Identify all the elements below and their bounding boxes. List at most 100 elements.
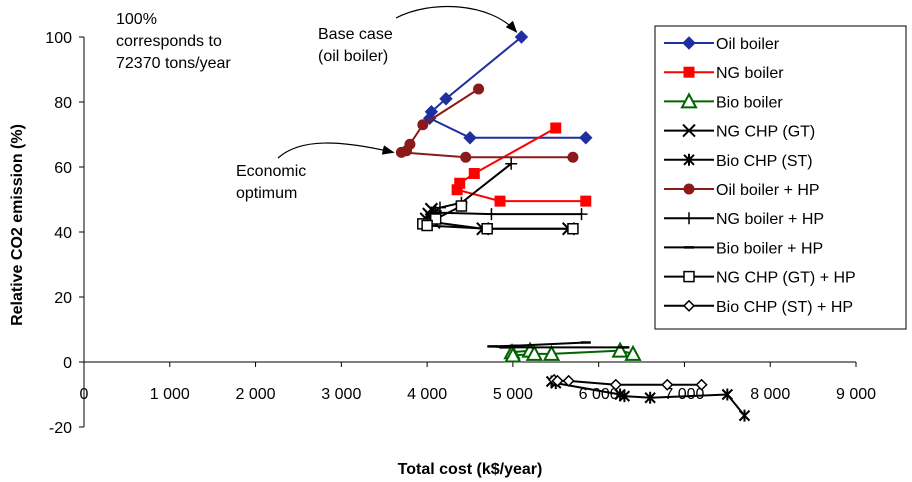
x-tick-label: 9 000 [836,386,876,403]
data-point [695,378,708,391]
y-tick-label: 40 [54,225,72,242]
data-point [455,200,468,212]
data-point [421,219,433,232]
legend-swatch-marker [683,270,695,283]
data-point [721,388,734,401]
legend-item: Oil boiler + HP [664,182,820,199]
legend-box [654,25,907,330]
data-point [661,378,674,391]
data-point [473,83,485,95]
annotation-text: corresponds to [116,33,222,50]
x-tick-label: 3 000 [321,386,361,403]
legend-item: NG boiler + HP [664,211,824,228]
annotation-text: 100% [116,11,157,28]
x-tick-label: 6 000 [579,386,619,403]
x-tick-label: 1 000 [150,386,190,403]
series-2 [503,341,642,363]
data-point [429,213,442,225]
legend-label: Bio CHP (ST) + HP [716,299,853,316]
annotation-arrow [395,5,518,33]
data-point [644,391,656,404]
annotation-arrow [277,142,395,159]
y-tick-label: -20 [49,420,72,437]
legend-label: Bio CHP (ST) [716,153,813,170]
y-axis-title: Relative CO2 emission (%) [9,124,26,326]
data-point [505,157,518,170]
series-7 [487,341,630,349]
legend-item: NG CHP (GT) [664,124,815,141]
data-point [451,184,463,196]
data-point [504,346,522,363]
series-9 [548,373,708,391]
legend-item: Bio CHP (ST) + HP [664,299,853,316]
plot-area [395,30,751,422]
series-8 [417,200,579,235]
data-point [481,223,493,235]
data-point [514,30,529,44]
legend-item: Bio boiler + HP [664,240,823,257]
x-tick-label: 2 000 [236,386,276,403]
data-point [611,341,629,358]
data-point [463,131,477,145]
legend-item: NG CHP (GT) + HP [664,270,856,287]
legend-swatch-marker [683,183,695,195]
data-point [494,195,506,207]
series-6 [425,157,588,221]
data-point [567,151,579,163]
legend-label: NG CHP (GT) [716,124,815,141]
x-axis-title: Total cost (k$/year) [398,461,543,478]
x-tick-label: 7 000 [664,386,704,403]
legend: Oil boiler NG boiler Bio boiler NG CHP (GT)… [654,25,907,330]
data-point [575,208,588,221]
data-point [579,131,593,145]
series-line [419,205,573,230]
legend-label: Oil boiler + HP [716,182,820,199]
legend-label: NG boiler [716,65,784,82]
annotation-text: (oil boiler) [318,48,388,65]
data-point [624,344,642,361]
data-point [525,344,544,361]
legend-swatch-marker [682,123,696,138]
data-point [395,146,407,158]
legend-swatch-marker [682,36,696,50]
y-axis-ticks: -20 0 20 40 60 80 100 [45,30,84,437]
y-tick-label: 100 [45,30,72,47]
legend-label: Bio boiler + HP [716,240,823,257]
data-point [542,344,561,361]
legend-item: Bio boiler [664,92,783,111]
legend-label: NG CHP (GT) + HP [716,270,856,287]
annotation-text: optimum [236,185,297,202]
data-point [485,208,498,221]
legend-label: Oil boiler [716,36,780,53]
legend-item: Bio CHP (ST) [664,153,813,170]
annotation-text: Base case [318,26,393,43]
data-point [551,374,564,387]
annotations: 100% corresponds to 72370 tons/year Base ca… [116,5,518,202]
series-line [428,36,586,139]
data-point [460,151,472,163]
data-point [738,409,751,422]
legend-swatch-marker [683,212,695,225]
data-point [580,195,592,207]
legend-swatch-marker [680,92,698,109]
data-point [562,374,575,387]
legend-label: Bio boiler [716,94,783,111]
legend-swatch-marker [683,153,695,166]
data-point [618,390,631,403]
data-point [609,378,622,391]
data-point [468,168,480,179]
legend-swatch-marker [682,299,696,312]
data-point [417,119,429,131]
y-tick-label: 0 [63,355,72,372]
series-line [553,378,702,386]
x-tick-label: 0 [80,386,89,403]
legend-item: NG boiler [664,65,784,82]
data-point [567,223,579,235]
legend-label: NG boiler + HP [716,211,824,228]
y-tick-label: 60 [54,160,72,177]
annotation-text: Economic [236,163,306,180]
x-tick-label: 5 000 [493,386,533,403]
data-point [439,92,453,106]
annotation-text: 72370 tons/year [116,55,231,72]
